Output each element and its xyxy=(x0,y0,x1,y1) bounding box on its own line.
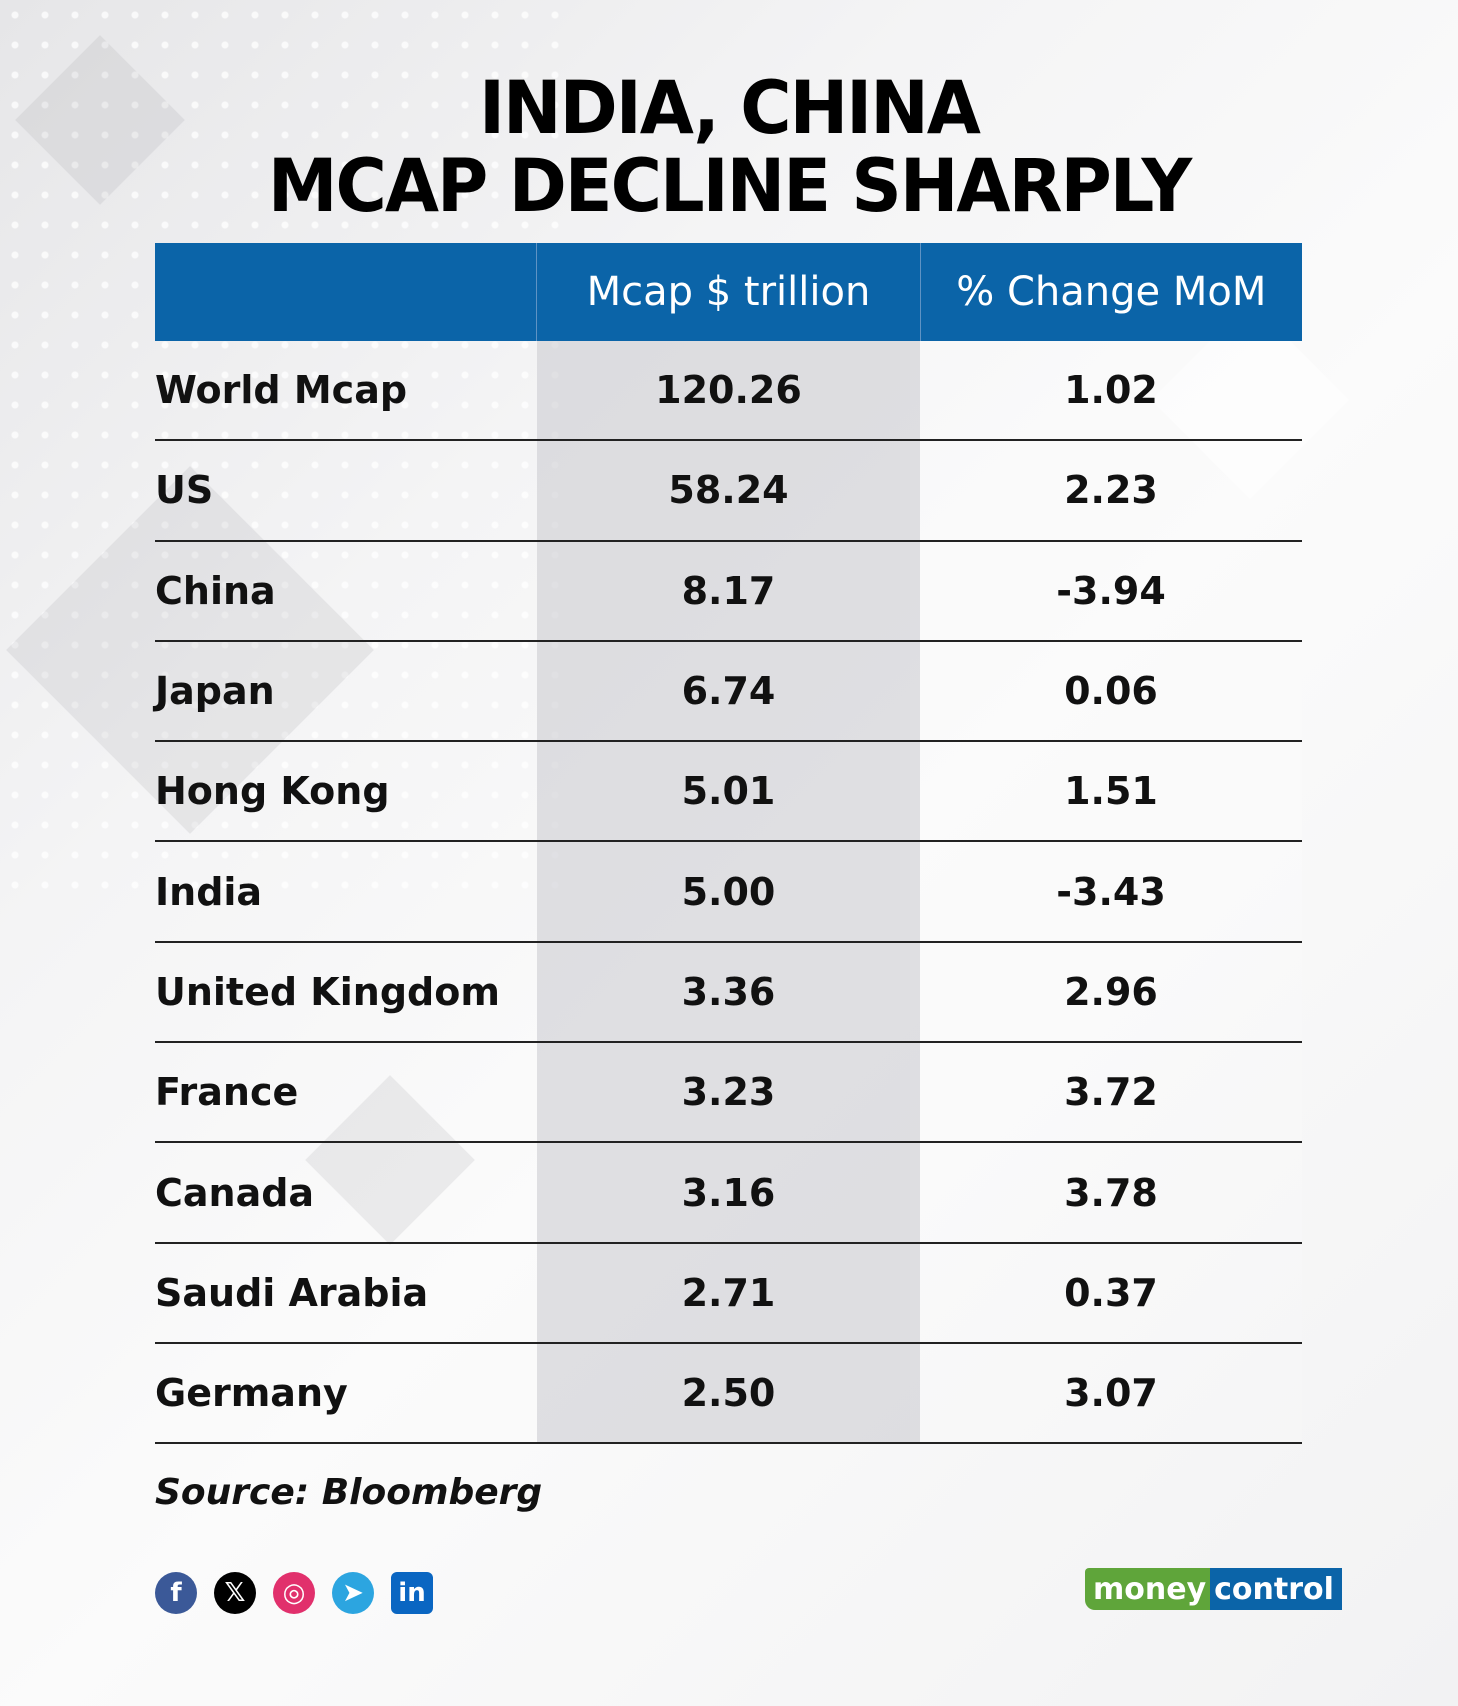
cell-mcap: 5.00 xyxy=(537,842,920,941)
cell-mcap: 3.23 xyxy=(537,1043,920,1142)
headline-line-2: MCAP DECLINE SHARPLY xyxy=(267,142,1192,230)
cell-change: 1.51 xyxy=(920,742,1302,841)
table-header: Mcap $ trillion % Change MoM xyxy=(155,243,1302,341)
cell-mcap: 5.01 xyxy=(537,742,920,841)
cell-country: United Kingdom xyxy=(155,969,500,1014)
table-row: US 58.24 2.23 xyxy=(155,441,1302,542)
cell-country: Germany xyxy=(155,1371,348,1416)
cell-change: 0.06 xyxy=(920,641,1302,741)
cell-country: Saudi Arabia xyxy=(155,1270,429,1315)
mcap-table: Mcap $ trillion % Change MoM World Mcap 1… xyxy=(155,243,1302,1445)
cell-change: 3.07 xyxy=(920,1343,1302,1443)
table-row: Germany 2.50 3.07 xyxy=(155,1343,1302,1445)
cell-mcap: 3.36 xyxy=(537,942,920,1042)
cell-change: 1.02 xyxy=(920,341,1302,440)
cell-country: Canada xyxy=(155,1170,315,1215)
cell-mcap: 2.50 xyxy=(537,1343,920,1443)
cell-country: India xyxy=(155,869,263,914)
cell-mcap: 3.16 xyxy=(537,1143,920,1242)
logo-money: money xyxy=(1085,1568,1211,1610)
cell-country: Japan xyxy=(155,669,275,714)
cell-change: 2.96 xyxy=(920,942,1302,1042)
cell-mcap: 8.17 xyxy=(537,541,920,640)
cell-mcap: 120.26 xyxy=(537,341,920,440)
telegram-icon[interactable]: ➤ xyxy=(332,1572,374,1614)
cell-country: World Mcap xyxy=(155,368,408,413)
cell-country: US xyxy=(155,468,214,513)
social-icons: f 𝕏 ◎ ➤ in xyxy=(155,1572,433,1614)
cell-change: 3.78 xyxy=(920,1143,1302,1242)
cell-change: 2.23 xyxy=(920,441,1302,540)
header-mcap: Mcap $ trillion xyxy=(536,243,919,341)
cell-mcap: 2.71 xyxy=(537,1243,920,1342)
table-row: Japan 6.74 0.06 xyxy=(155,641,1302,743)
table-row: World Mcap 120.26 1.02 xyxy=(155,341,1302,442)
table-row: China 8.17 -3.94 xyxy=(155,541,1302,642)
source-note: Source: Bloomberg xyxy=(155,1472,543,1513)
table-row: Saudi Arabia 2.71 0.37 xyxy=(155,1243,1302,1344)
logo-control: control xyxy=(1210,1568,1342,1610)
cell-change: -3.43 xyxy=(920,842,1302,941)
cell-change: -3.94 xyxy=(920,541,1302,640)
header-change: % Change MoM xyxy=(919,243,1302,341)
background-dot-pattern xyxy=(0,0,560,900)
cell-change: 3.72 xyxy=(920,1043,1302,1142)
table-row: Hong Kong 5.01 1.51 xyxy=(155,742,1302,843)
cell-change: 0.37 xyxy=(920,1243,1302,1342)
table-body: World Mcap 120.26 1.02 US 58.24 2.23 China 8.17… xyxy=(155,341,1302,1445)
headline-line-1: INDIA, CHINA xyxy=(479,64,981,152)
moneycontrol-logo: money control xyxy=(1085,1568,1342,1610)
cell-country: France xyxy=(155,1070,299,1115)
linkedin-icon[interactable]: in xyxy=(391,1572,433,1614)
cell-country: China xyxy=(155,568,276,613)
table-row: United Kingdom 3.36 2.96 xyxy=(155,942,1302,1044)
facebook-icon[interactable]: f xyxy=(155,1572,197,1614)
table-row: France 3.23 3.72 xyxy=(155,1043,1302,1144)
cell-mcap: 6.74 xyxy=(537,641,920,741)
instagram-icon[interactable]: ◎ xyxy=(273,1572,315,1614)
header-country xyxy=(155,243,536,341)
table-row: Canada 3.16 3.78 xyxy=(155,1143,1302,1244)
cell-country: Hong Kong xyxy=(155,769,390,814)
table-row: India 5.00 -3.43 xyxy=(155,842,1302,943)
x-icon[interactable]: 𝕏 xyxy=(214,1572,256,1614)
cell-mcap: 58.24 xyxy=(537,441,920,540)
